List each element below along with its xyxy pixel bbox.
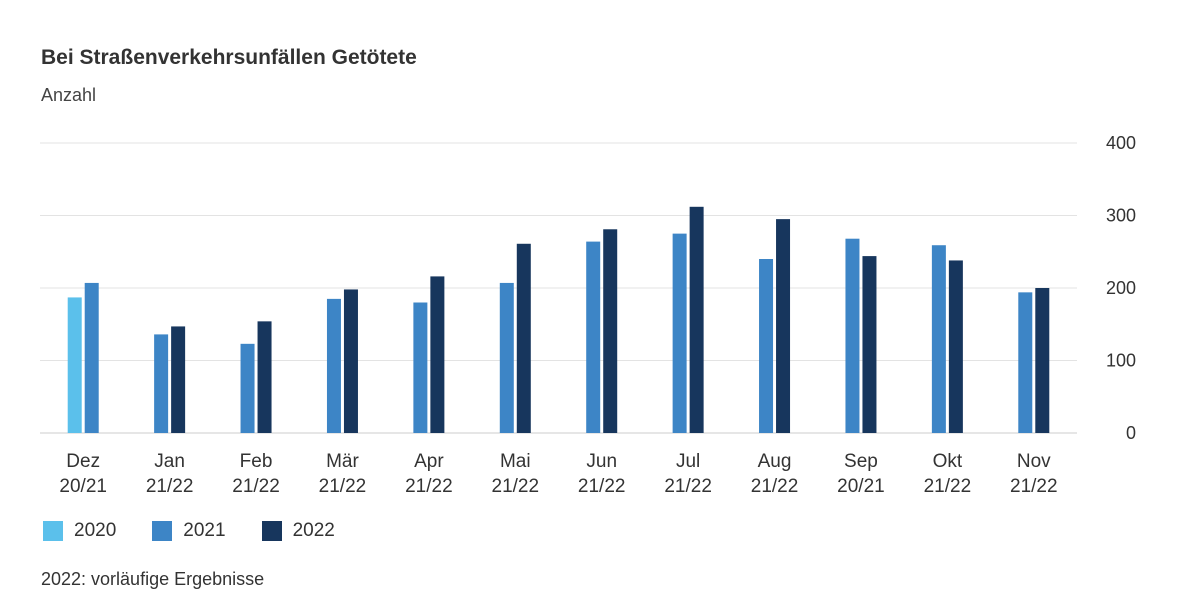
x-tick-label: Jun — [586, 451, 617, 472]
bar-dez-2020[interactable] — [67, 297, 82, 433]
x-tick-label: 21/22 — [405, 476, 453, 497]
x-tick-label: 21/22 — [924, 476, 972, 497]
bar-sep-2022[interactable] — [862, 256, 877, 433]
x-tick-label: 20/21 — [837, 476, 885, 497]
x-tick-label: Dez — [66, 451, 100, 472]
y-tick-label-200: 200 — [1106, 278, 1136, 298]
bar-jan-2021[interactable] — [154, 334, 169, 433]
bar-jul-2022[interactable] — [689, 206, 704, 433]
bar-mai-2021[interactable] — [499, 282, 514, 433]
x-tick-label: 21/22 — [1010, 476, 1058, 497]
x-tick-label: Aug — [758, 451, 792, 472]
x-tick-label: 21/22 — [664, 476, 712, 497]
x-tick-label: 20/21 — [59, 476, 107, 497]
bar-apr-2021[interactable] — [413, 302, 428, 434]
x-tick-label: 21/22 — [232, 476, 280, 497]
bar-jun-2022[interactable] — [603, 229, 618, 433]
x-tick-label: Jan — [154, 451, 185, 472]
x-tick-label: Apr — [414, 451, 444, 472]
x-tick-label: Sep — [844, 451, 878, 472]
bar-mai-2022[interactable] — [516, 243, 531, 433]
bar-okt-2021[interactable] — [931, 245, 946, 433]
bar-jul-2021[interactable] — [672, 233, 687, 433]
legend-item-2020[interactable]: 2020 — [43, 520, 116, 542]
x-tick-label: 21/22 — [578, 476, 626, 497]
chart-subtitle: Anzahl — [41, 85, 97, 105]
bar-aug-2022[interactable] — [776, 219, 791, 433]
bar-sep-2021[interactable] — [845, 238, 860, 433]
x-tick-label: 21/22 — [751, 476, 799, 497]
bar-nov-2021[interactable] — [1018, 292, 1033, 433]
bar-mär-2021[interactable] — [326, 298, 341, 433]
bar-dez-2021[interactable] — [84, 282, 99, 433]
y-tick-label-400: 400 — [1106, 133, 1136, 153]
legend-label-2021: 2021 — [183, 520, 226, 541]
legend-swatch-2022 — [261, 521, 282, 541]
bar-aug-2021[interactable] — [759, 259, 774, 433]
bar-nov-2022[interactable] — [1035, 288, 1050, 433]
x-tick-label: Nov — [1017, 451, 1051, 472]
bar-feb-2021[interactable] — [240, 343, 255, 433]
legend-item-2021[interactable]: 2021 — [152, 520, 226, 542]
footnote: 2022: vorläufige Ergebnisse — [41, 569, 265, 589]
bar-feb-2022[interactable] — [257, 321, 272, 433]
bar-jun-2021[interactable] — [586, 241, 601, 433]
legend-item-2022[interactable]: 2022 — [261, 520, 335, 542]
x-tick-label: 21/22 — [146, 476, 194, 497]
y-tick-label-300: 300 — [1106, 206, 1136, 226]
legend-swatch-2021 — [152, 521, 173, 541]
legend-label-2020: 2020 — [74, 520, 117, 541]
bar-mär-2022[interactable] — [343, 289, 358, 433]
x-tick-label: 21/22 — [492, 476, 540, 497]
bar-apr-2022[interactable] — [430, 276, 445, 433]
x-tick-label: Feb — [240, 451, 273, 472]
bar-okt-2022[interactable] — [948, 260, 963, 433]
bar-chart: 0 100 200 300 400 Dez 20/21 Jan 21/22 Feb 21/22 Mär… — [40, 133, 1136, 497]
legend-swatch-2020 — [43, 521, 63, 541]
x-tick-label: Okt — [933, 451, 963, 472]
y-tick-label-0: 0 — [1126, 423, 1136, 443]
legend-label-2022: 2022 — [292, 520, 335, 541]
x-tick-label: Mär — [326, 451, 359, 472]
bar-jan-2022[interactable] — [171, 326, 186, 433]
x-tick-label: Jul — [676, 451, 700, 472]
x-tick-label: Mai — [500, 451, 531, 472]
chart-legend: 2020 2021 2022 — [43, 520, 371, 542]
y-tick-label-100: 100 — [1106, 351, 1136, 371]
chart-title: Bei Straßenverkehrsunfällen Getötete — [41, 46, 417, 69]
x-tick-label: 21/22 — [319, 476, 367, 497]
